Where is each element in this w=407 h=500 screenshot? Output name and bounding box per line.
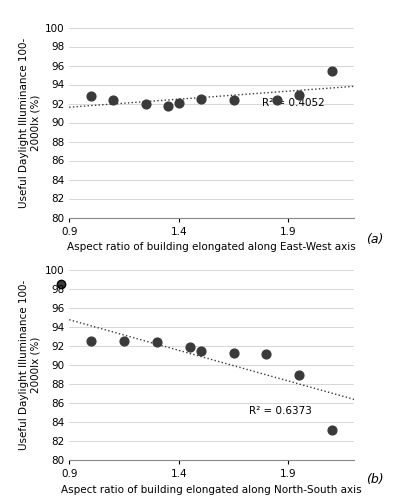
Point xyxy=(88,92,94,100)
Point xyxy=(329,67,335,75)
Text: R² = 0.6373: R² = 0.6373 xyxy=(249,406,312,415)
Point xyxy=(197,347,204,355)
Y-axis label: Useful Daylight Illuminance 100-
2000lx (%): Useful Daylight Illuminance 100- 2000lx … xyxy=(19,280,41,450)
Point xyxy=(110,96,116,104)
Point xyxy=(186,343,193,351)
Point xyxy=(197,95,204,103)
X-axis label: Aspect ratio of building elongated along East-West axis: Aspect ratio of building elongated along… xyxy=(67,242,356,252)
Text: (a): (a) xyxy=(366,232,384,245)
Y-axis label: Useful Daylight Illuminance 100-
2000lx (%): Useful Daylight Illuminance 100- 2000lx … xyxy=(19,38,41,207)
X-axis label: Aspect ratio of building elongated along North-South axis: Aspect ratio of building elongated along… xyxy=(61,484,362,494)
Point xyxy=(329,426,335,434)
Point xyxy=(230,96,237,104)
Text: R² = 0.4052: R² = 0.4052 xyxy=(262,98,325,108)
Point xyxy=(274,96,281,104)
Point xyxy=(230,348,237,356)
Point xyxy=(296,370,302,378)
Text: (b): (b) xyxy=(366,472,384,486)
Point xyxy=(88,337,94,345)
Point xyxy=(121,337,127,345)
Point xyxy=(263,350,270,358)
Point xyxy=(142,100,149,108)
Point xyxy=(164,102,171,110)
Point xyxy=(153,338,160,346)
Legend: UDI 100-2000lx, Linear ( UDI 100-2000lx ): UDI 100-2000lx, Linear ( UDI 100-2000lx … xyxy=(41,276,337,294)
Point xyxy=(175,98,182,106)
Point xyxy=(296,91,302,99)
